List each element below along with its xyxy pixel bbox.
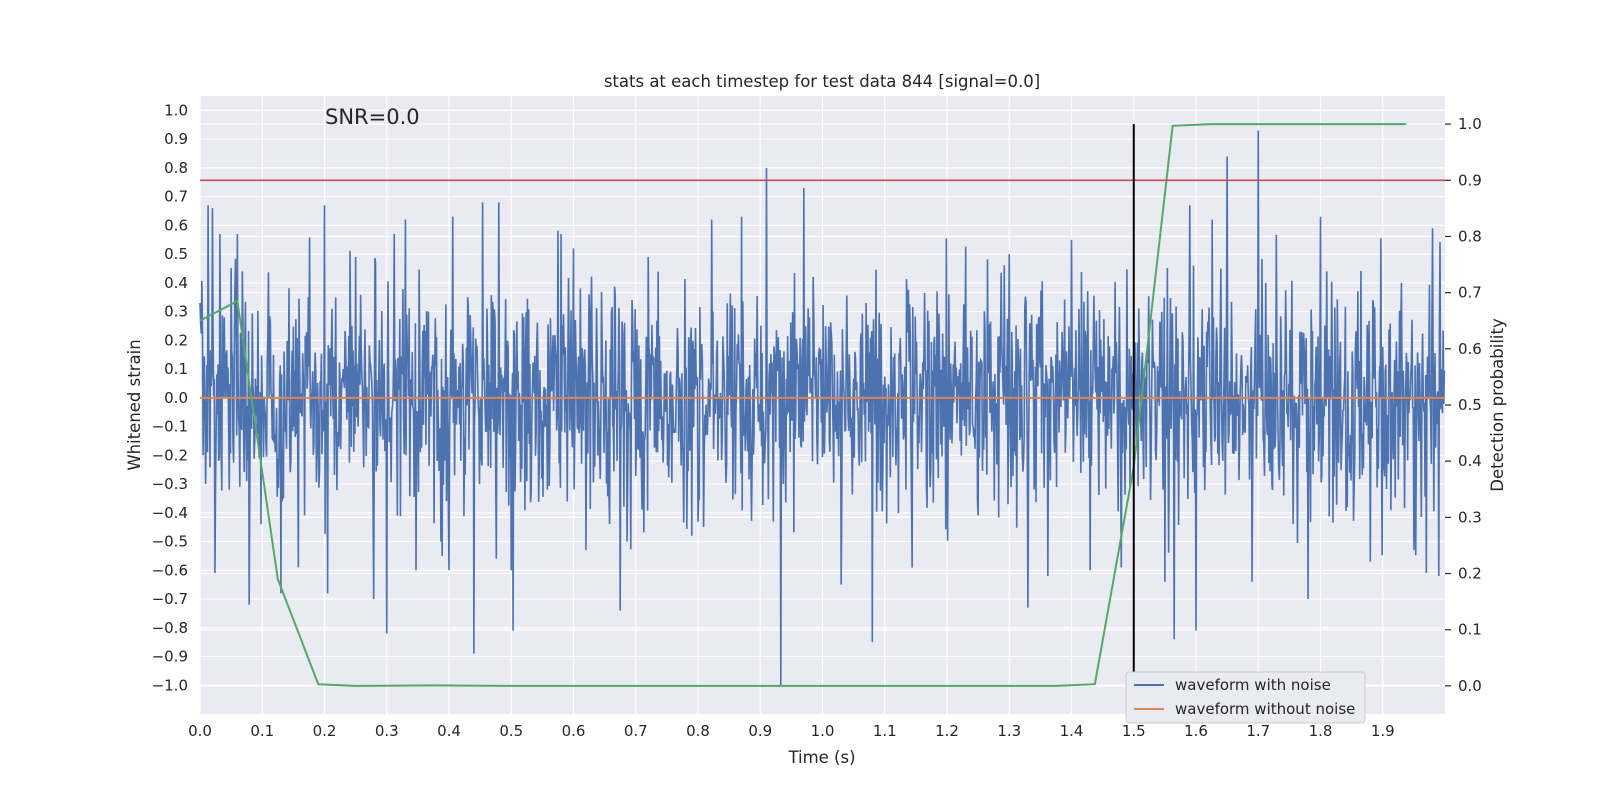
legend-box	[1125, 671, 1366, 724]
y-left-tick-label: −0.3	[152, 475, 188, 493]
y-left-tick-label: 0.6	[164, 216, 188, 234]
y-right-tick-label: 0.4	[1458, 452, 1482, 470]
y-right-tick-label: 0.9	[1458, 171, 1482, 189]
y-left-tick-label: 0.3	[164, 303, 188, 321]
x-tick-label: 1.5	[1122, 722, 1146, 740]
x-tick-label: 1.8	[1309, 722, 1333, 740]
x-tick-label: 0.5	[499, 722, 523, 740]
y-right-tick-label: 0.3	[1458, 508, 1482, 526]
x-tick-label: 1.3	[997, 722, 1021, 740]
series-detection-probability	[199, 123, 1407, 687]
y-left-tick-labels: 1.0 0.9 0.8 0.7 0.6 0.5 0.4 0.3 0.2 0.1 0.0 −0.1 −0.…	[152, 101, 188, 694]
y-right-tick-label: 0.0	[1458, 677, 1482, 695]
x-tick-label: 1.6	[1184, 722, 1208, 740]
y-left-tick-label: −0.4	[152, 504, 188, 522]
y-right-tick-label: 0.2	[1458, 565, 1482, 583]
snr-annotation: SNR=0.0	[325, 105, 420, 129]
y-right-tick-label: 0.7	[1458, 284, 1482, 302]
x-tick-label: 1.2	[935, 722, 959, 740]
x-tick-label: 1.7	[1246, 722, 1270, 740]
y-right-tick-label: 1.0	[1458, 115, 1482, 133]
legend-label-clean: waveform without noise	[1175, 700, 1355, 718]
x-tick-label: 1.0	[811, 722, 835, 740]
y-left-tick-label: 0.8	[164, 159, 188, 177]
x-tick-label: 0.7	[624, 722, 648, 740]
y-left-tick-label: −0.7	[152, 590, 188, 608]
x-axis-label: Time (s)	[787, 748, 855, 767]
y-right-tick-label: 0.5	[1458, 396, 1482, 414]
x-tick-label: 0.8	[686, 722, 710, 740]
y-right-tick-label: 0.6	[1458, 340, 1482, 358]
x-tick-labels: 0.0 0.1 0.2 0.3 0.4 0.5 0.6 0.7 0.8 0.9 1.0 1.1 1.2 1…	[188, 722, 1395, 740]
y-left-tick-label: 1.0	[164, 101, 188, 119]
x-tick-label: 1.9	[1371, 722, 1395, 740]
y-axis-label-right: Detection probability	[1488, 318, 1507, 492]
x-tick-label: 1.1	[873, 722, 897, 740]
y-right-tick-label: 0.1	[1458, 621, 1482, 639]
y-axis-label-left: Whitened strain	[125, 339, 144, 470]
y-left-tick-label: 0.2	[164, 331, 188, 349]
y-left-tick-label: −1.0	[152, 676, 188, 694]
y-left-tick-label: −0.6	[152, 561, 188, 579]
y-right-tick-labels: 1.0 0.9 0.8 0.7 0.6 0.5 0.4 0.3 0.2 0.1 0.0	[1445, 115, 1482, 695]
y-right-tick-label: 0.8	[1458, 227, 1482, 245]
y-left-tick-label: 0.9	[164, 130, 188, 148]
x-tick-label: 1.4	[1060, 722, 1084, 740]
y-left-tick-label: −0.9	[152, 648, 188, 666]
x-tick-label: 0.6	[562, 722, 586, 740]
x-tick-label: 0.0	[188, 722, 212, 740]
x-tick-label: 0.2	[313, 722, 337, 740]
y-left-tick-label: 0.7	[164, 188, 188, 206]
y-left-tick-label: −0.5	[152, 533, 188, 551]
y-left-tick-label: 0.5	[164, 245, 188, 263]
y-left-tick-label: −0.8	[152, 619, 188, 637]
series-waveform-with-noise	[199, 130, 1446, 686]
y-left-tick-label: 0.4	[164, 274, 188, 292]
x-tick-label: 0.4	[437, 722, 461, 740]
y-left-tick-label: 0.1	[164, 360, 188, 378]
y-left-tick-label: −0.1	[152, 418, 188, 436]
y-left-tick-label: 0.0	[164, 389, 188, 407]
chart-title: stats at each timestep for test data 844…	[604, 72, 1040, 91]
x-tick-label: 0.9	[748, 722, 772, 740]
x-tick-label: 0.3	[375, 722, 399, 740]
x-tick-label: 0.1	[250, 722, 274, 740]
reference-lines	[200, 124, 1445, 686]
legend-label-noise: waveform with noise	[1175, 676, 1331, 694]
series-layer	[199, 123, 1446, 687]
y-left-tick-label: −0.2	[152, 446, 188, 464]
legend: waveform with noise waveform without noi…	[1125, 671, 1366, 724]
